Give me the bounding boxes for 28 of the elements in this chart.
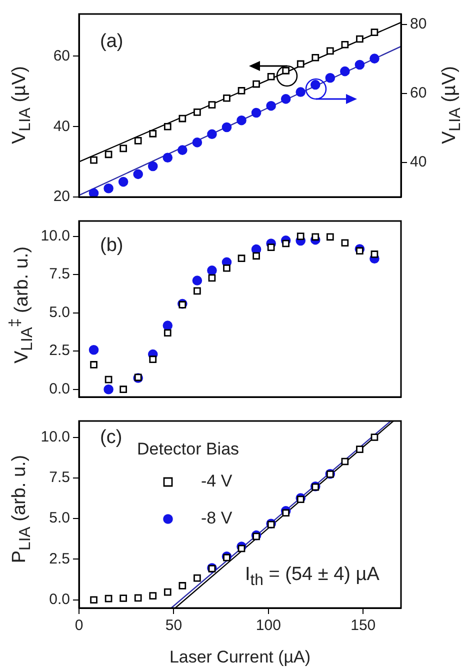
annotation: (a) xyxy=(100,31,124,53)
x-tick-label: 0 xyxy=(74,617,84,634)
annotation: I$_{th}$ = (54 ± 4) µA xyxy=(245,564,380,590)
y-tick-label: 10.0 xyxy=(40,428,70,446)
annotation: (c) xyxy=(100,427,122,449)
y2-tick-label: 80 xyxy=(410,16,427,32)
y-tick-label: 2.5 xyxy=(49,550,70,568)
x-axis-title: Laser Current (µA) xyxy=(169,647,311,666)
y2-tick-label: 60 xyxy=(410,84,427,102)
y-tick-label: 60 xyxy=(53,47,70,64)
y2-tick-label: 40 xyxy=(410,154,427,171)
y-tick-label: 7.5 xyxy=(49,266,70,283)
y-tick-label: 40 xyxy=(53,118,70,135)
y-tick-label: 5.0 xyxy=(49,510,70,527)
legend-label: -8 V xyxy=(201,508,233,528)
y-tick-label: 5.0 xyxy=(49,304,70,321)
y-tick-label: 0.0 xyxy=(49,591,70,608)
y-tick-label: 10.0 xyxy=(40,227,70,244)
y-tick-label: 7.5 xyxy=(49,469,70,486)
y-tick-label: 20 xyxy=(53,188,70,206)
legend-title: Detector Bias xyxy=(137,440,240,459)
legend-label: -4 V xyxy=(201,472,233,491)
x-tick-label: 150 xyxy=(350,617,376,634)
y-tick-label: 2.5 xyxy=(49,342,70,360)
x-tick-label: 50 xyxy=(165,617,182,634)
y-tick-label: 0.0 xyxy=(49,380,70,398)
x-tick-label: 100 xyxy=(256,617,281,634)
annotation: (b) xyxy=(100,235,124,257)
